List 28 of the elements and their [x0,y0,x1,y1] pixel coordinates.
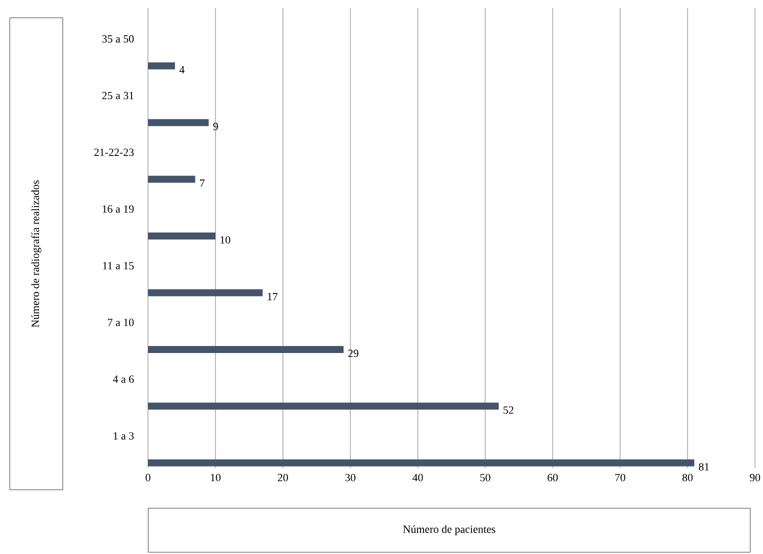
data-label: 52 [504,406,514,414]
x-tick-label: 0 [146,474,150,482]
data-label: 10 [220,236,230,244]
y-axis-title: Número de radiografía realizados [31,180,42,328]
x-tick-label: 20 [278,474,288,482]
x-tick-label: 70 [615,474,626,482]
data-label: 7 [200,179,205,187]
data-label: 81 [698,463,709,471]
y-tick-label: 11 a 15 [103,262,134,270]
y-tick-label: 21-22-23 [94,148,134,156]
x-tick-label: 90 [750,474,760,482]
y-tick-label: 35 a 50 [102,35,134,43]
x-tick-label: 40 [412,474,423,482]
y-tick-label: 4 a 6 [112,375,134,383]
data-label: 29 [348,350,358,358]
data-label: 4 [179,66,184,74]
x-tick-label: 10 [210,474,221,482]
x-tick-label: 50 [480,474,490,482]
y-tick-label: 25 a 31 [102,92,134,100]
y-tick-label: 7 a 10 [108,318,134,326]
x-axis-title: Número de pacientes [403,525,496,536]
x-tick-label: 60 [548,474,558,482]
y-tick-label: 16 a 19 [102,205,134,213]
data-label: 9 [213,122,218,130]
x-tick-label: 80 [682,474,693,482]
data-label: 17 [268,292,278,300]
y-tick-label: 1 a 3 [114,432,134,440]
x-tick-label: 30 [345,474,356,482]
